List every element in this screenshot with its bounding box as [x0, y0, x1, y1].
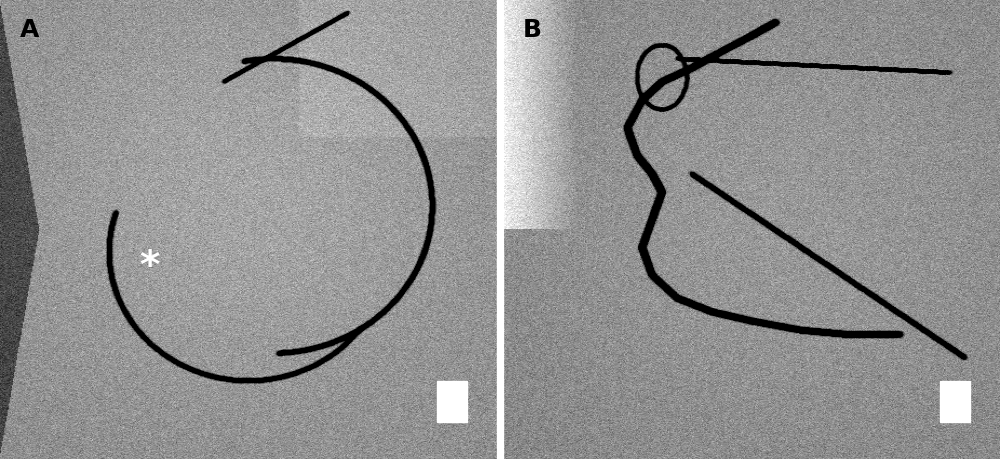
Bar [940, 381, 970, 422]
Bar [437, 381, 467, 422]
Text: *: * [139, 247, 159, 285]
Text: A: A [20, 18, 39, 42]
Text: B: B [523, 18, 542, 42]
